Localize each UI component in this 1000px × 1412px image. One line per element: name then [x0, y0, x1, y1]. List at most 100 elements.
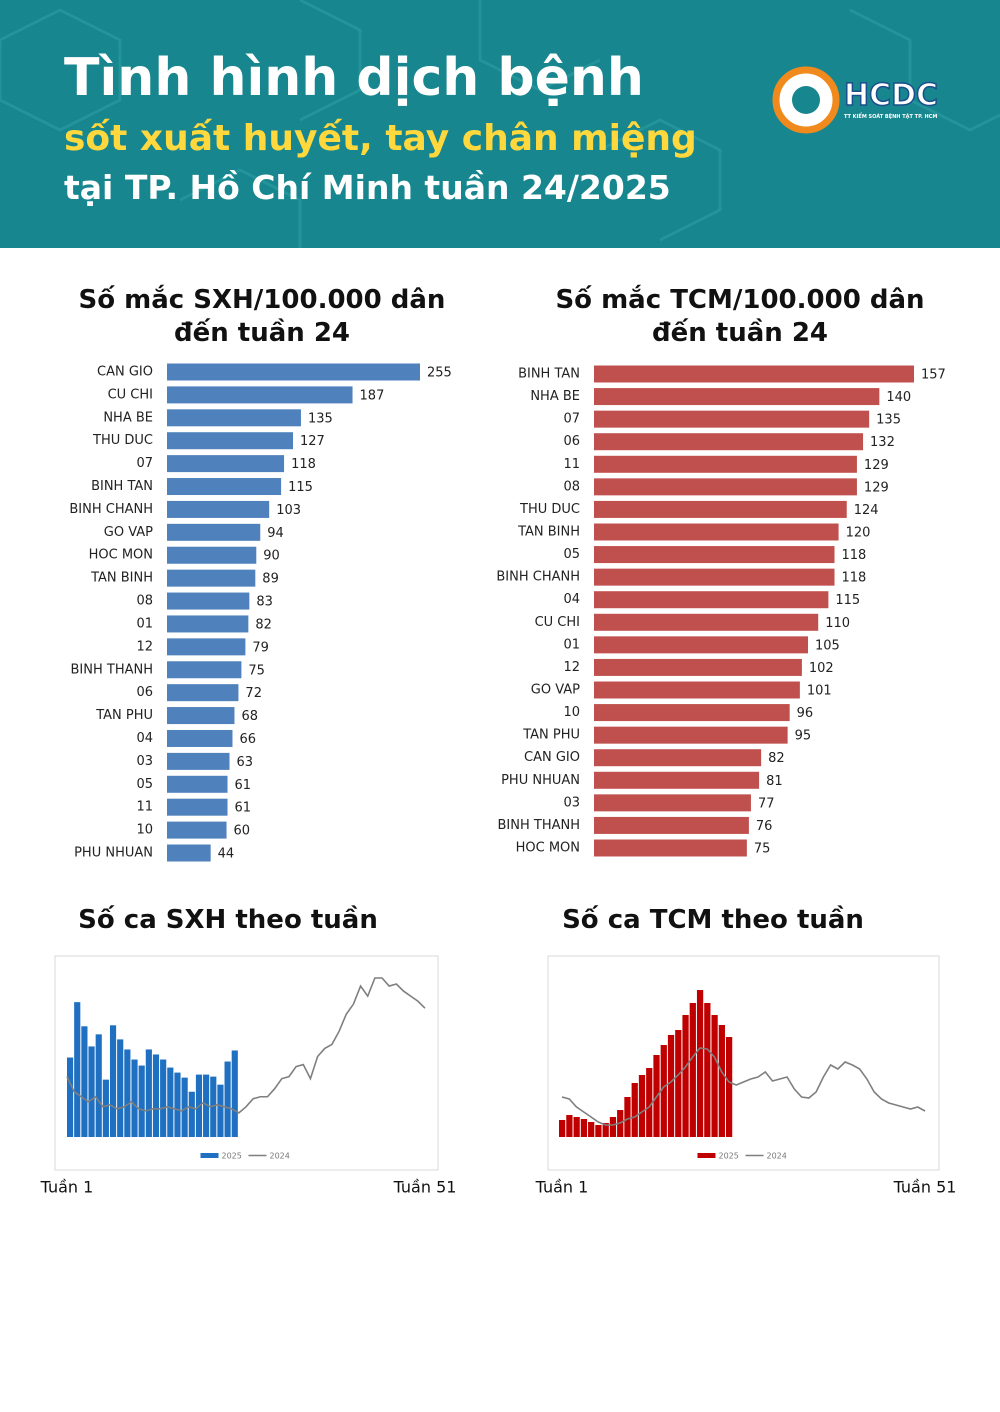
bar: [594, 726, 788, 744]
bar: [167, 752, 230, 770]
data-label: 75: [248, 663, 265, 678]
y-tick-label: TAN BINH: [90, 571, 153, 586]
data-label: 81: [766, 774, 783, 789]
bar: [167, 592, 250, 610]
data-label: 255: [427, 366, 452, 381]
bar: [88, 1046, 95, 1137]
y-tick-label: 08: [563, 479, 580, 494]
bar: [167, 729, 233, 747]
y-tick-label: GO VAP: [531, 683, 580, 698]
bar: [167, 432, 294, 450]
bar: [167, 363, 420, 381]
bar: [594, 816, 749, 834]
bar: [559, 1120, 566, 1137]
chart-title: Số ca SXH theo tuần: [78, 905, 378, 935]
y-tick-label: THU DUC: [92, 433, 153, 448]
bar: [210, 1076, 217, 1137]
chart-title: Số mắc SXH/100.000 dân đến tuần 24: [78, 285, 446, 348]
bar: [594, 410, 870, 428]
plot-frame: [547, 955, 940, 1171]
bar: [131, 1059, 138, 1137]
bar: [67, 1057, 74, 1137]
bar: [167, 707, 235, 725]
bar: [81, 1026, 88, 1137]
data-label: 75: [754, 842, 771, 857]
bar: [675, 1030, 682, 1137]
bar: [573, 1117, 580, 1137]
y-tick-label: 04: [563, 592, 580, 607]
bar: [594, 568, 835, 586]
data-label: 118: [842, 571, 867, 586]
data-label: 72: [245, 686, 262, 701]
bar: [167, 1067, 174, 1137]
y-tick-label: 05: [563, 547, 580, 562]
bar: [609, 1117, 617, 1137]
data-label: 79: [252, 640, 269, 655]
y-tick-label: 06: [136, 685, 153, 700]
logo-subtitle: TT KIỂM SOÁT BỆNH TẬT TP. HCM: [844, 114, 938, 120]
data-label: 44: [218, 847, 235, 862]
bar: [594, 636, 809, 654]
data-label: 115: [288, 480, 313, 495]
data-label: 105: [815, 638, 840, 653]
y-tick-label: PHU NHUAN: [501, 773, 580, 788]
data-label: 83: [256, 595, 273, 610]
bar: [124, 1049, 131, 1137]
data-label: 82: [255, 617, 272, 632]
data-label: 95: [795, 729, 812, 744]
line: [561, 1047, 926, 1126]
bar: [109, 1025, 117, 1137]
y-tick-label: 07: [563, 412, 580, 427]
y-tick-label: 01: [563, 637, 580, 652]
bar: [718, 1025, 725, 1137]
header-pattern: [0, 0, 1000, 248]
bar: [682, 1015, 689, 1137]
bar: [689, 1003, 696, 1137]
y-tick-label: BINH CHANH: [69, 502, 153, 517]
bar: [145, 1049, 152, 1137]
y-tick-label: 08: [136, 594, 153, 609]
header-title: Tình hình dịch bệnh: [64, 48, 644, 108]
data-label: 118: [842, 548, 867, 563]
y-tick-label: BINH TAN: [518, 367, 580, 382]
bar: [203, 1074, 210, 1137]
y-tick-label: 11: [136, 800, 153, 815]
bar: [594, 591, 829, 609]
bar: [188, 1091, 195, 1137]
bar: [167, 569, 256, 587]
y-tick-label: CAN GIO: [524, 750, 580, 765]
logo-text: HCDC: [843, 77, 939, 114]
x-tick-label: Tuần 1: [535, 1178, 589, 1197]
y-tick-label: 12: [136, 639, 153, 654]
chart-title: Số mắc TCM/100.000 dân đến tuần 24: [555, 285, 925, 348]
data-label: 127: [300, 434, 325, 449]
bar: [167, 615, 249, 633]
y-tick-label: 11: [563, 457, 580, 472]
legend-label: 2025: [222, 1152, 242, 1161]
bar: [160, 1059, 167, 1137]
data-label: 157: [921, 368, 946, 383]
y-tick-label: 07: [136, 456, 153, 471]
bar: [74, 1002, 81, 1137]
bar: [167, 798, 228, 816]
bar: [167, 638, 246, 656]
bar: [224, 1061, 231, 1137]
bar: [594, 478, 857, 496]
bar: [167, 386, 353, 404]
data-label: 60: [234, 824, 251, 839]
header: Tình hình dịch bệnh sốt xuất huyết, tay …: [0, 0, 1000, 248]
data-label: 61: [235, 778, 252, 793]
legend-swatch: [697, 1153, 716, 1158]
bar: [138, 1065, 145, 1137]
bar: [217, 1084, 224, 1137]
y-tick-label: CU CHI: [535, 615, 580, 630]
bar: [167, 775, 228, 793]
y-tick-label: THU DUC: [519, 502, 580, 517]
bar: [696, 990, 704, 1137]
y-tick-label: 03: [136, 754, 153, 769]
bar: [595, 1125, 602, 1137]
legend-label: 2025: [719, 1152, 739, 1161]
data-label: 124: [854, 503, 879, 518]
data-label: 120: [846, 526, 871, 541]
